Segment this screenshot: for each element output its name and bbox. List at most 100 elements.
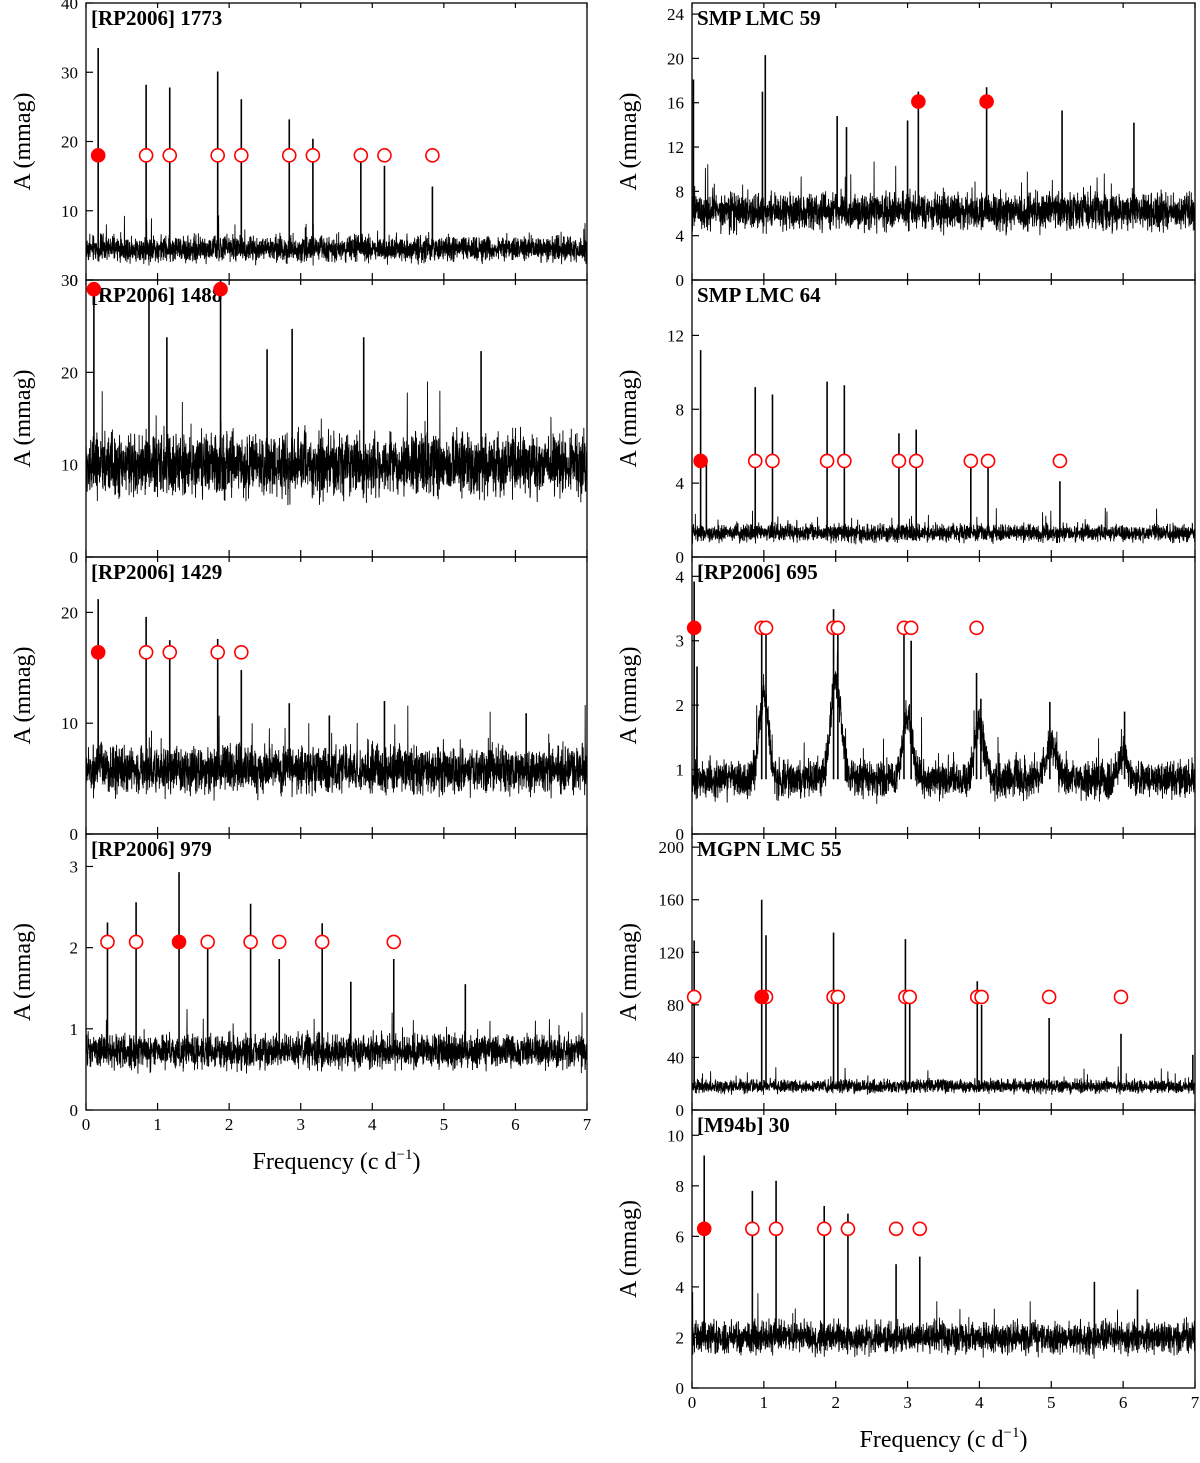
y-tick-label: 80 <box>667 996 684 1015</box>
open-marker <box>353 148 369 163</box>
open-marker <box>162 644 178 660</box>
y-tick-label: 10 <box>61 456 78 475</box>
open-marker <box>200 934 215 950</box>
noise-series <box>692 507 1195 545</box>
open-marker <box>234 644 249 660</box>
plot-frame <box>691 279 1196 558</box>
x-tick-label: 0 <box>688 1393 697 1412</box>
x-axis-label-suffix: ) <box>412 1149 420 1175</box>
y-tick-label: 10 <box>61 202 78 221</box>
x-axis-label-superscript: −1 <box>396 1147 412 1163</box>
y-axis-label: A (mmag) <box>10 923 36 1021</box>
y-tick-label: 200 <box>659 838 685 857</box>
open-marker <box>314 934 330 950</box>
noise-series <box>86 1009 587 1074</box>
y-tick-label: 20 <box>61 603 78 622</box>
open-marker <box>830 620 846 636</box>
y-tick-label: 4 <box>676 567 685 586</box>
x-tick-label: 2 <box>225 1115 234 1134</box>
open-marker <box>974 989 989 1005</box>
panel-title: [RP2006] 1773 <box>91 6 222 30</box>
y-tick-label: 0 <box>676 825 685 844</box>
open-marker <box>210 148 225 163</box>
panel-title: SMP LMC 64 <box>697 283 821 307</box>
noise-series <box>692 1291 1195 1359</box>
y-tick-label: 1 <box>676 761 685 780</box>
filled-marker <box>90 148 106 163</box>
y-tick-label: 4 <box>676 1278 685 1297</box>
y-tick-label: 8 <box>676 182 685 201</box>
plot-frame <box>691 556 1196 835</box>
y-tick-label: 0 <box>676 271 685 290</box>
x-tick-label: 4 <box>975 1393 984 1412</box>
y-tick-label: 2 <box>676 696 685 715</box>
open-marker <box>908 453 924 469</box>
noise-series <box>692 1066 1195 1095</box>
panel-rp1488: 0 10 20 30 A (mmag) [RP2006] 1488 <box>10 271 588 567</box>
panel-title: [RP2006] 979 <box>91 837 212 861</box>
panel-m94b30: 0 2 4 6 8 10 A (mmag) [M94b] 30 <box>616 1109 1196 1398</box>
open-marker <box>138 644 154 660</box>
panel-title: [RP2006] 1488 <box>91 283 222 307</box>
open-marker <box>138 148 154 163</box>
y-tick-label: 3 <box>676 632 685 651</box>
open-marker <box>1041 989 1057 1005</box>
x-tick-label: 3 <box>296 1115 305 1134</box>
y-tick-label: 6 <box>676 1227 685 1246</box>
x-axis-label: Frequency (c d−1) <box>860 1425 1028 1453</box>
plot-frame <box>691 833 1196 1111</box>
x-tick-label: 1 <box>760 1393 769 1412</box>
panel-title: SMP LMC 59 <box>697 6 821 30</box>
open-marker <box>128 934 144 950</box>
noise-series <box>692 652 1195 804</box>
plot-frame <box>691 1109 1196 1389</box>
panel-smp64: 0 4 8 12 A (mmag) SMP LMC 64 <box>616 279 1196 567</box>
y-tick-label: 8 <box>676 1177 685 1196</box>
panel-mgpn55: 0 40 80 120 160 200 A (mmag) MGPN LMC 55 <box>616 833 1196 1120</box>
open-marker <box>386 934 402 950</box>
y-tick-label: 20 <box>61 133 78 152</box>
open-marker <box>765 453 780 469</box>
open-marker <box>830 989 846 1005</box>
filled-marker <box>693 453 708 469</box>
y-tick-label: 0 <box>70 271 79 290</box>
y-axis-label: A (mmag) <box>616 923 642 1021</box>
panel-rp1429: 0 10 20 A (mmag) [RP2006] 1429 <box>10 556 588 844</box>
panel-title: [M94b] 30 <box>697 1113 790 1137</box>
open-marker <box>1113 989 1129 1005</box>
y-axis-label: A (mmag) <box>616 647 642 745</box>
x-axis-label-main: Frequency (c d <box>253 1149 397 1175</box>
y-tick-label: 30 <box>61 63 78 82</box>
open-marker <box>100 934 115 950</box>
y-axis-label: A (mmag) <box>10 370 36 468</box>
x-tick-label: 7 <box>583 1115 592 1134</box>
y-tick-label: 0 <box>676 548 685 567</box>
panel-title: [RP2006] 695 <box>697 560 818 584</box>
filled-marker <box>686 620 702 636</box>
x-tick-label: 7 <box>1191 1393 1200 1412</box>
open-marker <box>969 620 984 636</box>
filled-marker <box>213 281 228 297</box>
filled-marker <box>754 989 770 1005</box>
open-marker <box>686 989 702 1005</box>
y-tick-label: 8 <box>676 400 685 419</box>
filled-marker <box>86 281 102 297</box>
open-marker <box>210 644 225 660</box>
panel-rp695: 0 1 2 3 4 A (mmag) [RP2006] 695 <box>616 556 1196 844</box>
panel-title: MGPN LMC 55 <box>697 837 842 861</box>
filled-marker <box>90 644 106 660</box>
open-marker <box>980 453 996 469</box>
y-tick-label: 12 <box>667 326 684 345</box>
x-axis-label-suffix: ) <box>1019 1427 1027 1453</box>
x-tick-label: 1 <box>153 1115 162 1134</box>
y-tick-label: 30 <box>61 271 78 290</box>
y-tick-label: 12 <box>667 138 684 157</box>
plot-frame <box>85 279 588 558</box>
x-axis-label-main: Frequency (c d <box>860 1427 1004 1453</box>
filled-marker <box>171 934 187 950</box>
filled-marker <box>911 94 926 109</box>
y-tick-label: 16 <box>667 94 684 113</box>
y-tick-label: 1 <box>70 1020 79 1039</box>
x-tick-label: 4 <box>368 1115 377 1134</box>
plot-frame <box>85 556 588 835</box>
